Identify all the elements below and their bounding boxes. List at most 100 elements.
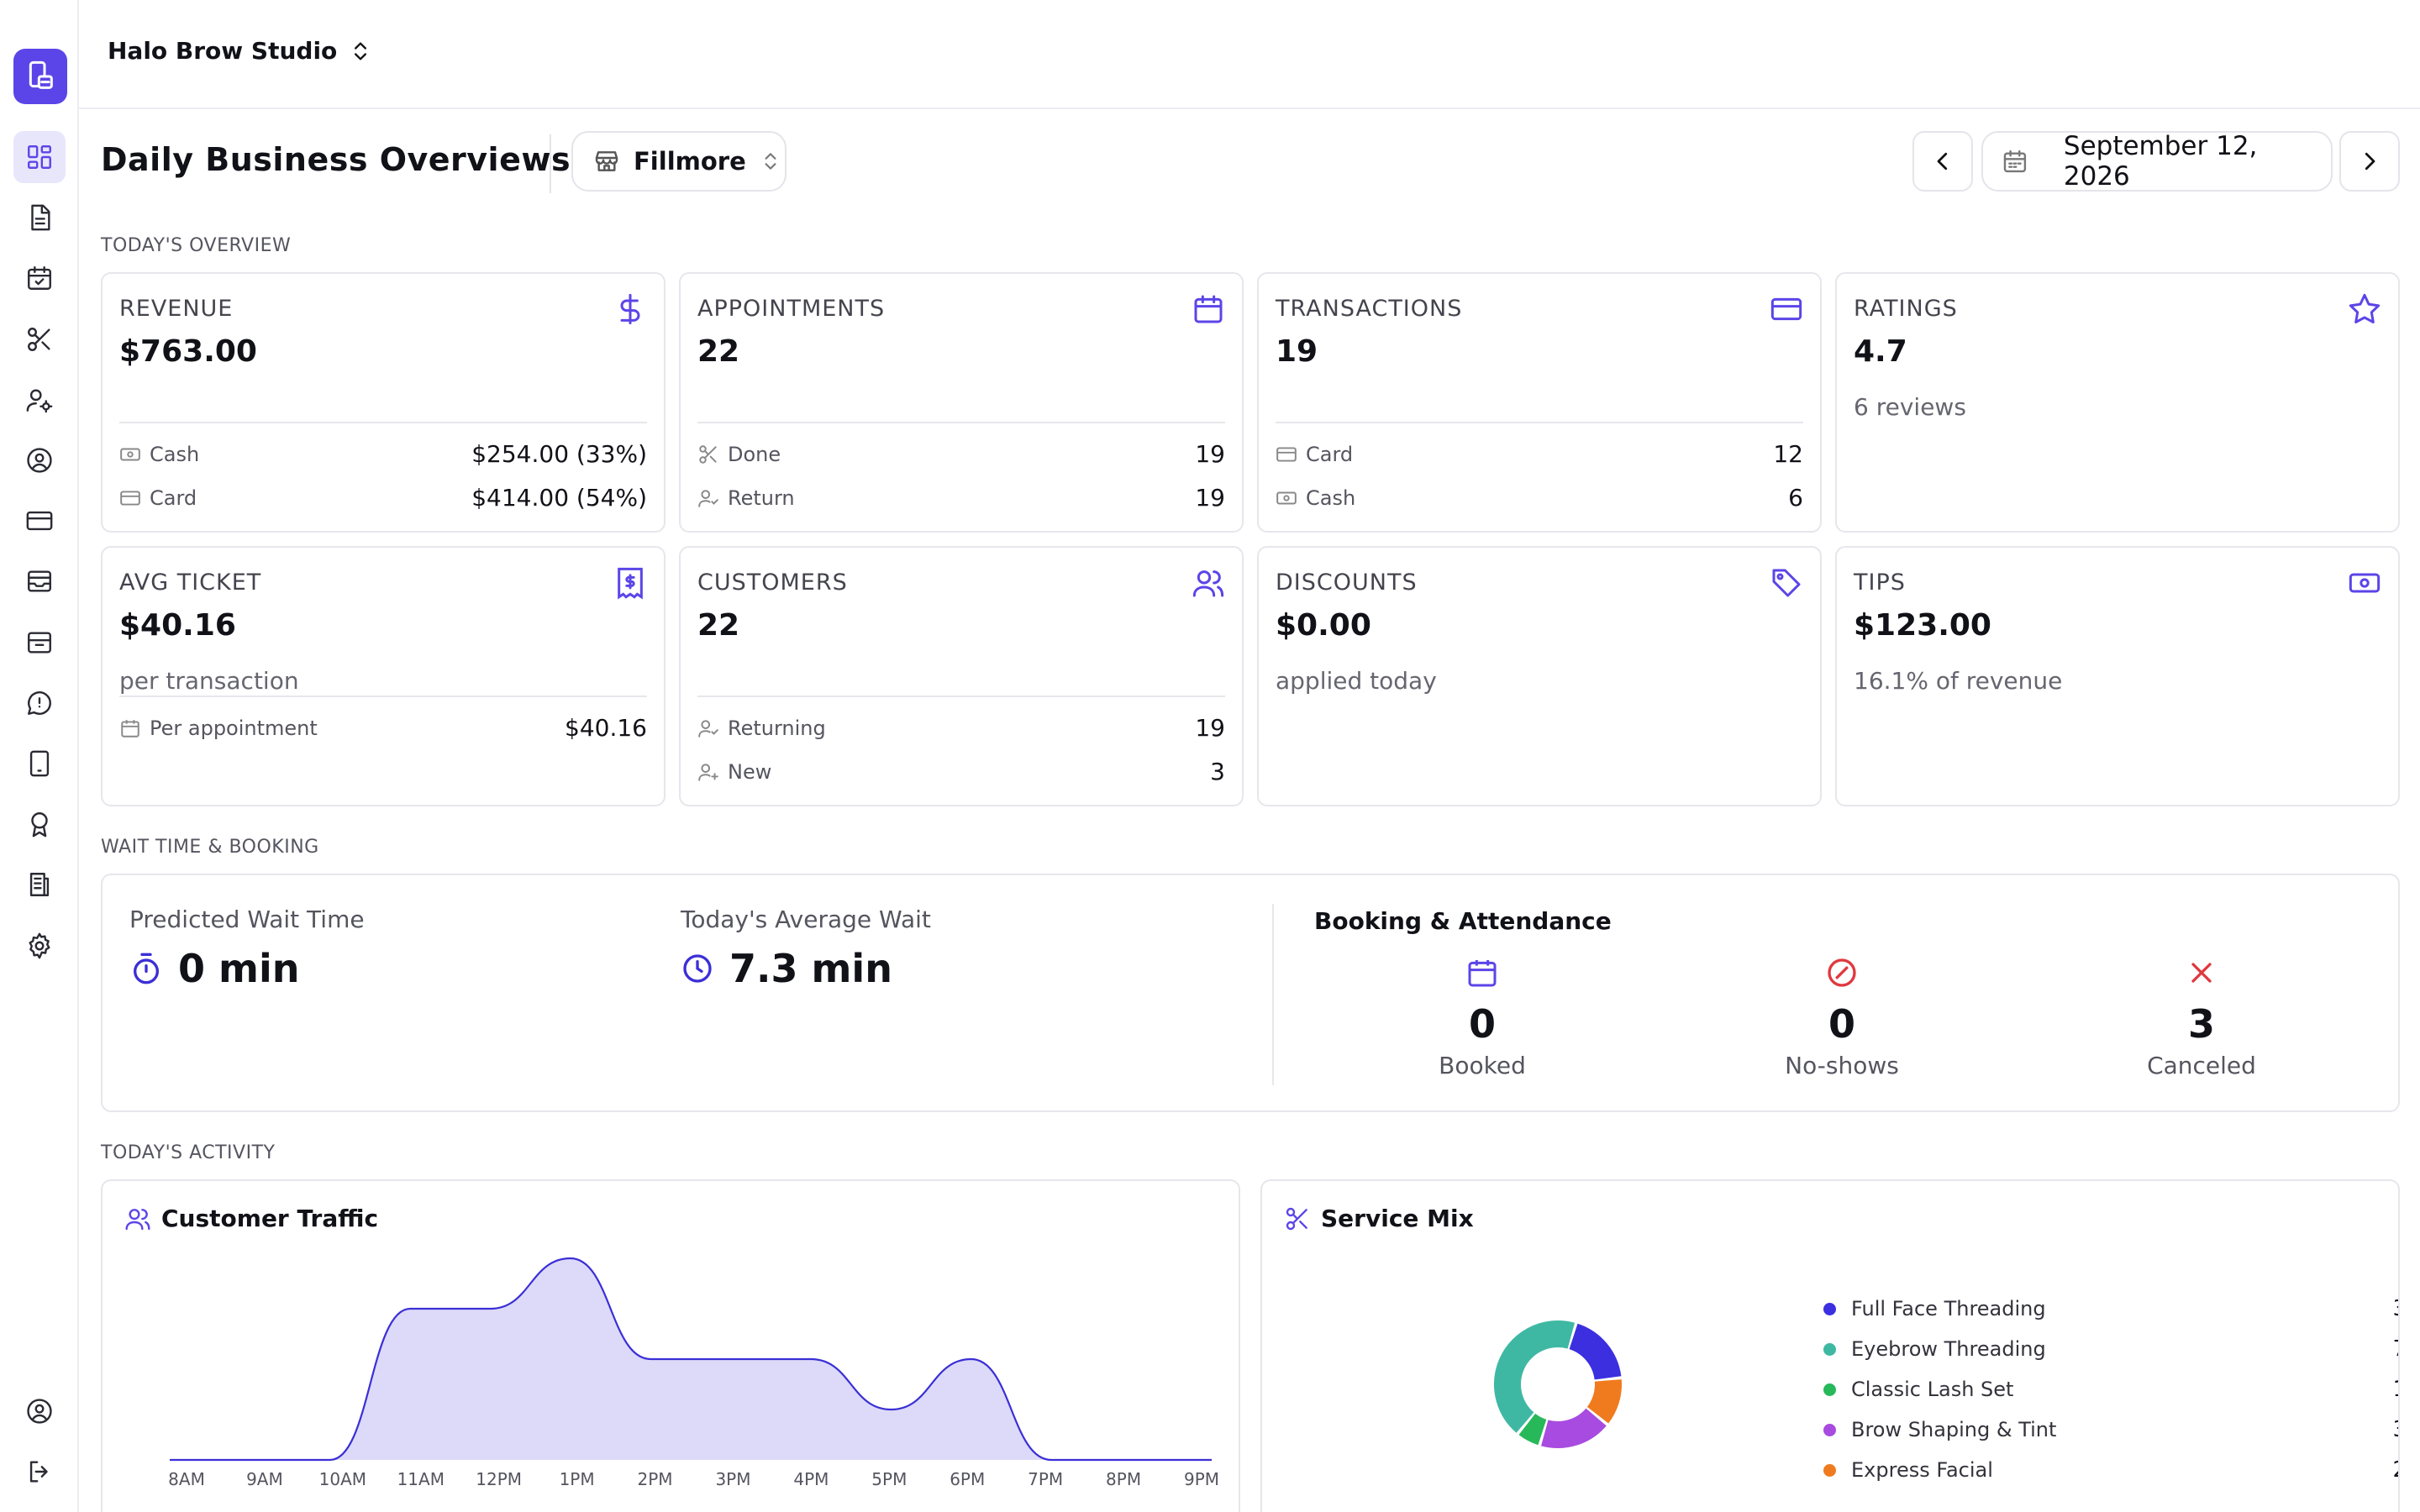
legend-swatch [1823, 1302, 1836, 1315]
card-subtitle: per transaction [119, 667, 299, 695]
clock-icon [683, 954, 712, 983]
card-label: TRANSACTIONS [1276, 296, 1463, 322]
legend-value: 7 [2392, 1336, 2398, 1362]
section-label-wait: WAIT TIME & BOOKING [101, 837, 319, 858]
donut-slice[interactable] [1494, 1320, 1622, 1448]
x-tick-label: 7PM [1028, 1469, 1063, 1489]
sidebar [0, 0, 79, 1512]
donut-slice[interactable] [1494, 1320, 1622, 1448]
x-tick-label: 12PM [476, 1469, 522, 1489]
receipt-dollar-icon [618, 567, 643, 600]
tips-card: TIPS $123.00 16.1% of revenue [1835, 546, 2400, 806]
card-row: New 3 [697, 758, 1225, 785]
predicted-wait-value: 0 min [129, 946, 299, 991]
users-icon [1192, 570, 1224, 597]
location-selector[interactable]: Fillmore [571, 131, 786, 192]
archive-icon [28, 570, 51, 592]
previous-day-button[interactable] [1912, 131, 1973, 192]
card-divider [119, 696, 647, 697]
x-tick-label: 3PM [715, 1469, 750, 1489]
card-row: Card 12 [1276, 440, 1803, 468]
studio-switcher[interactable]: Halo Brow Studio [108, 37, 372, 65]
selected-date: September 12, 2026 [2063, 131, 2258, 192]
phone-card-icon [29, 60, 53, 89]
card-subtitle: applied today [1276, 667, 1437, 695]
row-label: New [728, 759, 772, 784]
sidebar-item-dashboard[interactable] [13, 131, 66, 183]
donut-slice[interactable] [1494, 1320, 1622, 1448]
logout-icon [29, 1461, 48, 1483]
revenue-card: REVENUE $763.00 Cash $254.00 (33%) Card … [101, 272, 666, 533]
chevron-up-down-icon [765, 153, 776, 170]
sidebar-item-account[interactable] [13, 1385, 66, 1437]
sidebar-item-tablet[interactable] [13, 738, 66, 790]
legend-swatch [1823, 1423, 1836, 1436]
studio-name: Halo Brow Studio [108, 37, 338, 65]
chevron-right-icon [2365, 152, 2375, 171]
sidebar-item-inbox[interactable] [13, 617, 66, 669]
row-value: $414.00 (54%) [471, 484, 647, 512]
traffic-series-line [170, 1257, 1212, 1462]
credit-card-icon [26, 512, 53, 531]
x-tick-label: 9PM [1184, 1469, 1219, 1489]
timer-icon [134, 953, 159, 984]
credit-card-icon [1276, 446, 1297, 462]
legend-item: Express Facial 2 [1823, 1450, 2398, 1490]
legend-value: 1 [2392, 1377, 2398, 1402]
credit-card-icon [1770, 297, 1802, 321]
row-value: $254.00 (33%) [471, 440, 647, 468]
date-picker[interactable]: September 12, 2026 [1981, 131, 2333, 192]
sidebar-item-user-circle[interactable] [13, 434, 66, 486]
sidebar-item-archive[interactable] [13, 555, 66, 607]
next-day-button[interactable] [2339, 131, 2400, 192]
sidebar-item-user-cog[interactable] [13, 374, 66, 426]
booking-attendance-title: Booking & Attendance [1314, 907, 1612, 935]
card-label: REVENUE [119, 296, 234, 322]
card-label: CUSTOMERS [697, 570, 848, 596]
sidebar-item-document[interactable] [13, 192, 66, 244]
legend-swatch [1823, 1463, 1836, 1477]
card-value: 22 [697, 334, 740, 369]
row-label: Returning [728, 716, 826, 740]
card-label: AVG TICKET [119, 570, 262, 596]
row-value: 3 [1210, 758, 1225, 785]
sidebar-item-logout[interactable] [13, 1446, 66, 1498]
row-label: Per appointment [150, 716, 318, 740]
sidebar-item-credit-card[interactable] [13, 495, 66, 547]
dollar-icon [620, 293, 640, 325]
row-label: Cash [1306, 486, 1356, 510]
location-name: Fillmore [634, 147, 746, 176]
calendar-icon [1468, 960, 1497, 987]
row-value: 19 [1195, 440, 1225, 468]
booked-stat: 0 Booked [1381, 956, 1583, 1079]
panel-title: Customer Traffic [124, 1205, 378, 1232]
row-value: 19 [1195, 484, 1225, 512]
sidebar-item-scissors[interactable] [13, 313, 66, 365]
legend-item: Classic Lash Set 1 [1823, 1369, 2398, 1410]
header-divider [550, 134, 551, 193]
canceled-count: 3 [2187, 1001, 2215, 1047]
predicted-wait-label: Predicted Wait Time [129, 906, 365, 933]
legend-item: Eyebrow Threading 7 [1823, 1329, 2398, 1369]
average-wait-text: 7.3 min [729, 946, 892, 991]
appointments-card: APPOINTMENTS 22 Done 19 Return 19 [679, 272, 1244, 533]
card-value: $40.16 [119, 608, 236, 643]
booked-label: Booked [1439, 1052, 1526, 1079]
message-icon [28, 690, 51, 715]
sidebar-item-message[interactable] [13, 677, 66, 729]
x-tick-label: 11AM [397, 1469, 445, 1489]
legend-swatch [1823, 1342, 1836, 1356]
legend-item: Full Face Threading 3 [1823, 1289, 2398, 1329]
sidebar-item-calendar-check[interactable] [13, 252, 66, 304]
sidebar-item-settings[interactable] [13, 920, 66, 972]
sidebar-item-receipt[interactable] [13, 858, 66, 911]
card-value: $123.00 [1854, 608, 1991, 643]
sidebar-item-award[interactable] [13, 798, 66, 850]
store-icon [595, 151, 618, 171]
canceled-label: Canceled [2147, 1052, 2256, 1079]
x-tick-label: 10AM [319, 1469, 366, 1489]
app-logo[interactable] [13, 49, 67, 104]
user-return-icon [698, 489, 718, 507]
canceled-stat: 3 Canceled [2101, 956, 2302, 1079]
card-label: DISCOUNTS [1276, 570, 1418, 596]
